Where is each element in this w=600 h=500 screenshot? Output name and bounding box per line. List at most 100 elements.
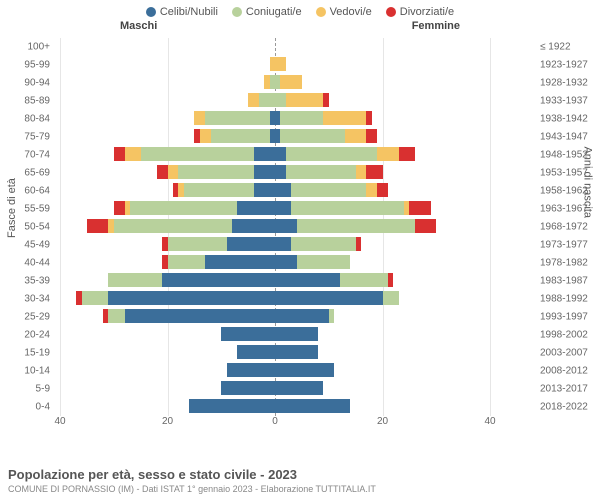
bar-female [275,111,372,125]
bar-segment [291,201,404,215]
year-label: 1998-2002 [536,330,600,341]
bar-male [189,399,275,413]
table-row [60,308,490,326]
bar-male [237,345,275,359]
bar-segment [366,129,377,143]
legend-swatch [232,7,242,17]
table-row [60,164,490,182]
bar-male [173,183,275,197]
bar-segment [291,237,356,251]
bar-male [76,291,275,305]
bar-segment [157,165,168,179]
bar-segment [366,165,382,179]
age-label: 25-29 [0,312,54,323]
year-label: 1923-1927 [536,60,600,71]
bar-female [275,147,415,161]
bar-segment [232,219,275,233]
table-row [60,128,490,146]
table-row [60,254,490,272]
bar-segment [399,147,415,161]
table-row [60,110,490,128]
bar-segment [205,111,270,125]
age-label: 80-84 [0,114,54,125]
legend-label: Divorziati/e [400,6,454,18]
table-row [60,200,490,218]
bar-male [87,219,275,233]
year-label: 1938-1942 [536,114,600,125]
age-label: 40-44 [0,258,54,269]
year-label: 1993-1997 [536,312,600,323]
bar-male [162,255,275,269]
bar-segment [108,291,275,305]
table-row [60,74,490,92]
bar-segment [259,93,275,107]
bar-segment [189,399,275,413]
bar-male [221,327,275,341]
bar-segment [280,129,345,143]
bar-male [194,111,275,125]
bar-segment [323,111,366,125]
bar-segment [286,93,324,107]
legend-label: Coniugati/e [246,6,302,18]
bar-segment [200,129,211,143]
age-label: 45-49 [0,240,54,251]
bar-segment [280,75,302,89]
bar-segment [248,93,259,107]
bar-female [275,57,286,71]
table-row [60,218,490,236]
table-row [60,398,490,416]
year-label: 1963-1967 [536,204,600,215]
year-label: 1983-1987 [536,276,600,287]
bar-segment [254,183,276,197]
x-tick: 0 [272,416,278,427]
table-row [60,290,490,308]
bar-segment [178,165,253,179]
table-row [60,380,490,398]
bar-segment [275,273,340,287]
bar-segment [168,255,206,269]
bar-segment [340,273,388,287]
year-label: 1933-1937 [536,96,600,107]
bar-segment [275,201,291,215]
year-label: 1973-1977 [536,240,600,251]
bar-male [103,309,275,323]
age-label: 0-4 [0,402,54,413]
bar-segment [388,273,393,287]
bar-segment [221,381,275,395]
bar-segment [130,201,238,215]
bar-female [275,165,383,179]
bar-male [264,75,275,89]
header-female: Femmine [412,20,460,32]
age-label: 10-14 [0,366,54,377]
bar-segment [114,219,232,233]
bar-segment [377,147,399,161]
year-label: 1943-1947 [536,132,600,143]
bar-segment [114,147,125,161]
footer-title: Popolazione per età, sesso e stato civil… [8,467,376,482]
bar-male [221,381,275,395]
year-label: 2003-2007 [536,348,600,359]
bar-segment [356,237,361,251]
bar-segment [275,345,318,359]
footer-subtitle: COMUNE DI PORNASSIO (IM) - Dati ISTAT 1°… [8,484,376,494]
table-row [60,236,490,254]
bar-male [114,201,275,215]
table-row [60,362,490,380]
bar-segment [323,93,328,107]
age-label: 30-34 [0,294,54,305]
bar-segment [291,183,366,197]
x-tick: 20 [377,416,388,427]
year-label: 1928-1932 [536,78,600,89]
age-label: 75-79 [0,132,54,143]
bar-female [275,75,302,89]
table-row [60,326,490,344]
x-tick: 40 [54,416,65,427]
year-label: 2013-2017 [536,384,600,395]
age-label: 100+ [0,42,54,53]
bar-female [275,273,393,287]
bar-segment [168,165,179,179]
bar-segment [194,111,205,125]
bar-segment [162,273,275,287]
bar-segment [205,255,275,269]
legend-item: Divorziati/e [386,6,454,18]
